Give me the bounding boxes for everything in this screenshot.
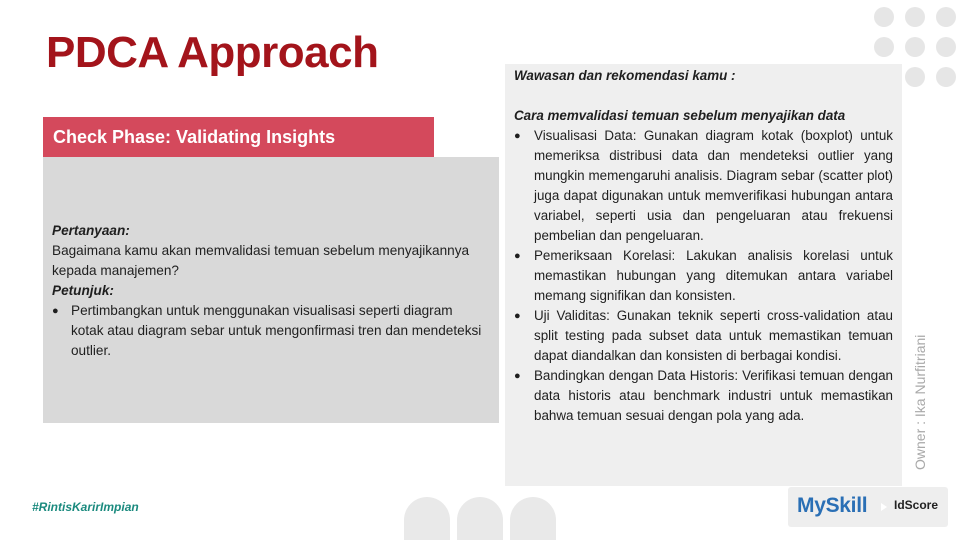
- hint-label: Petunjuk:: [52, 283, 114, 298]
- dot-decoration: [874, 7, 894, 27]
- arch-decoration: [457, 497, 503, 540]
- dot-decoration: [905, 67, 925, 87]
- spacer: [514, 86, 893, 106]
- insight-subheading: Cara memvalidasi temuan sebelum menyajik…: [514, 108, 846, 123]
- question-label: Pertanyaan:: [52, 223, 130, 238]
- page-title: PDCA Approach: [46, 28, 379, 77]
- idscore-logo-icon: [875, 496, 887, 518]
- arch-decoration: [404, 497, 450, 540]
- dot-decoration: [936, 7, 956, 27]
- hashtag: #RintisKarirImpian: [32, 500, 139, 514]
- hint-list: Pertimbangkan untuk menggunakan visualis…: [52, 301, 487, 361]
- insight-item: Pemeriksaan Korelasi: Lakukan analisis k…: [514, 246, 893, 306]
- insight-heading: Wawasan dan rekomendasi kamu :: [514, 68, 736, 83]
- insight-item: Visualisasi Data: Gunakan diagram kotak …: [514, 126, 893, 246]
- owner-credit: Owner : Ika Nurfitriani: [912, 334, 928, 470]
- myskill-logo: MySkill: [797, 494, 868, 517]
- dot-decoration: [936, 37, 956, 57]
- dot-decoration: [905, 37, 925, 57]
- logo-area: MySkill IdScore: [788, 487, 948, 527]
- dot-decoration: [874, 37, 894, 57]
- question-box: Pertanyaan: Bagaimana kamu akan memvalid…: [43, 157, 499, 423]
- insight-item: Uji Validitas: Gunakan teknik seperti cr…: [514, 306, 893, 366]
- idscore-logo: IdScore: [894, 498, 939, 512]
- phase-banner: Check Phase: Validating Insights: [43, 117, 434, 157]
- insight-box: Wawasan dan rekomendasi kamu : Cara memv…: [505, 64, 902, 486]
- decorative-arches: [404, 497, 556, 540]
- insight-list: Visualisasi Data: Gunakan diagram kotak …: [514, 126, 893, 426]
- insight-item: Bandingkan dengan Data Historis: Verifik…: [514, 366, 893, 426]
- question-text: Bagaimana kamu akan memvalidasi temuan s…: [52, 243, 470, 278]
- hint-item: Pertimbangkan untuk menggunakan visualis…: [52, 301, 487, 361]
- decorative-dots: [874, 7, 960, 89]
- dot-decoration: [905, 7, 925, 27]
- dot-decoration: [936, 67, 956, 87]
- arch-decoration: [510, 497, 556, 540]
